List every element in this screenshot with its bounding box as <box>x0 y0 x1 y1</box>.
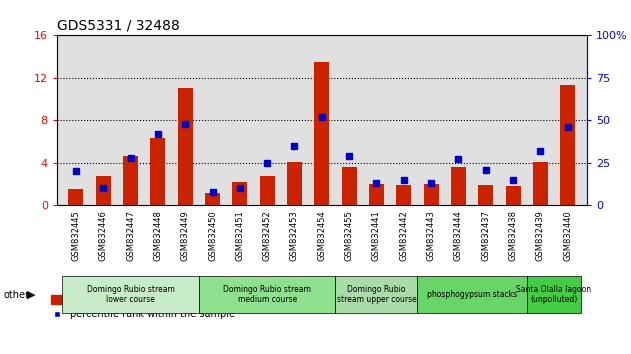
Text: GDS5331 / 32488: GDS5331 / 32488 <box>57 19 180 33</box>
Bar <box>451 167 466 205</box>
Bar <box>150 138 165 205</box>
Text: Santa Olalla lagoon
(unpolluted): Santa Olalla lagoon (unpolluted) <box>517 285 592 304</box>
Bar <box>478 185 493 205</box>
Bar <box>533 162 548 205</box>
Bar <box>314 62 329 205</box>
Bar <box>396 185 411 205</box>
Bar <box>423 184 439 205</box>
Bar <box>178 88 192 205</box>
Text: phosphogypsum stacks: phosphogypsum stacks <box>427 290 517 299</box>
Bar <box>232 182 247 205</box>
Bar <box>287 162 302 205</box>
Text: Domingo Rubio stream
lower course: Domingo Rubio stream lower course <box>86 285 175 304</box>
Bar <box>123 156 138 205</box>
Bar <box>68 189 83 205</box>
Bar <box>505 186 521 205</box>
Legend: count, percentile rank within the sample: count, percentile rank within the sample <box>51 295 235 319</box>
Text: Domingo Rubio stream
medium course: Domingo Rubio stream medium course <box>223 285 311 304</box>
Bar <box>96 176 111 205</box>
Bar <box>560 85 575 205</box>
Bar <box>205 193 220 205</box>
Bar <box>341 167 357 205</box>
Text: ▶: ▶ <box>27 290 35 300</box>
Text: Domingo Rubio
stream upper course: Domingo Rubio stream upper course <box>336 285 416 304</box>
Bar <box>369 184 384 205</box>
Text: other: other <box>3 290 29 300</box>
Bar <box>259 176 274 205</box>
